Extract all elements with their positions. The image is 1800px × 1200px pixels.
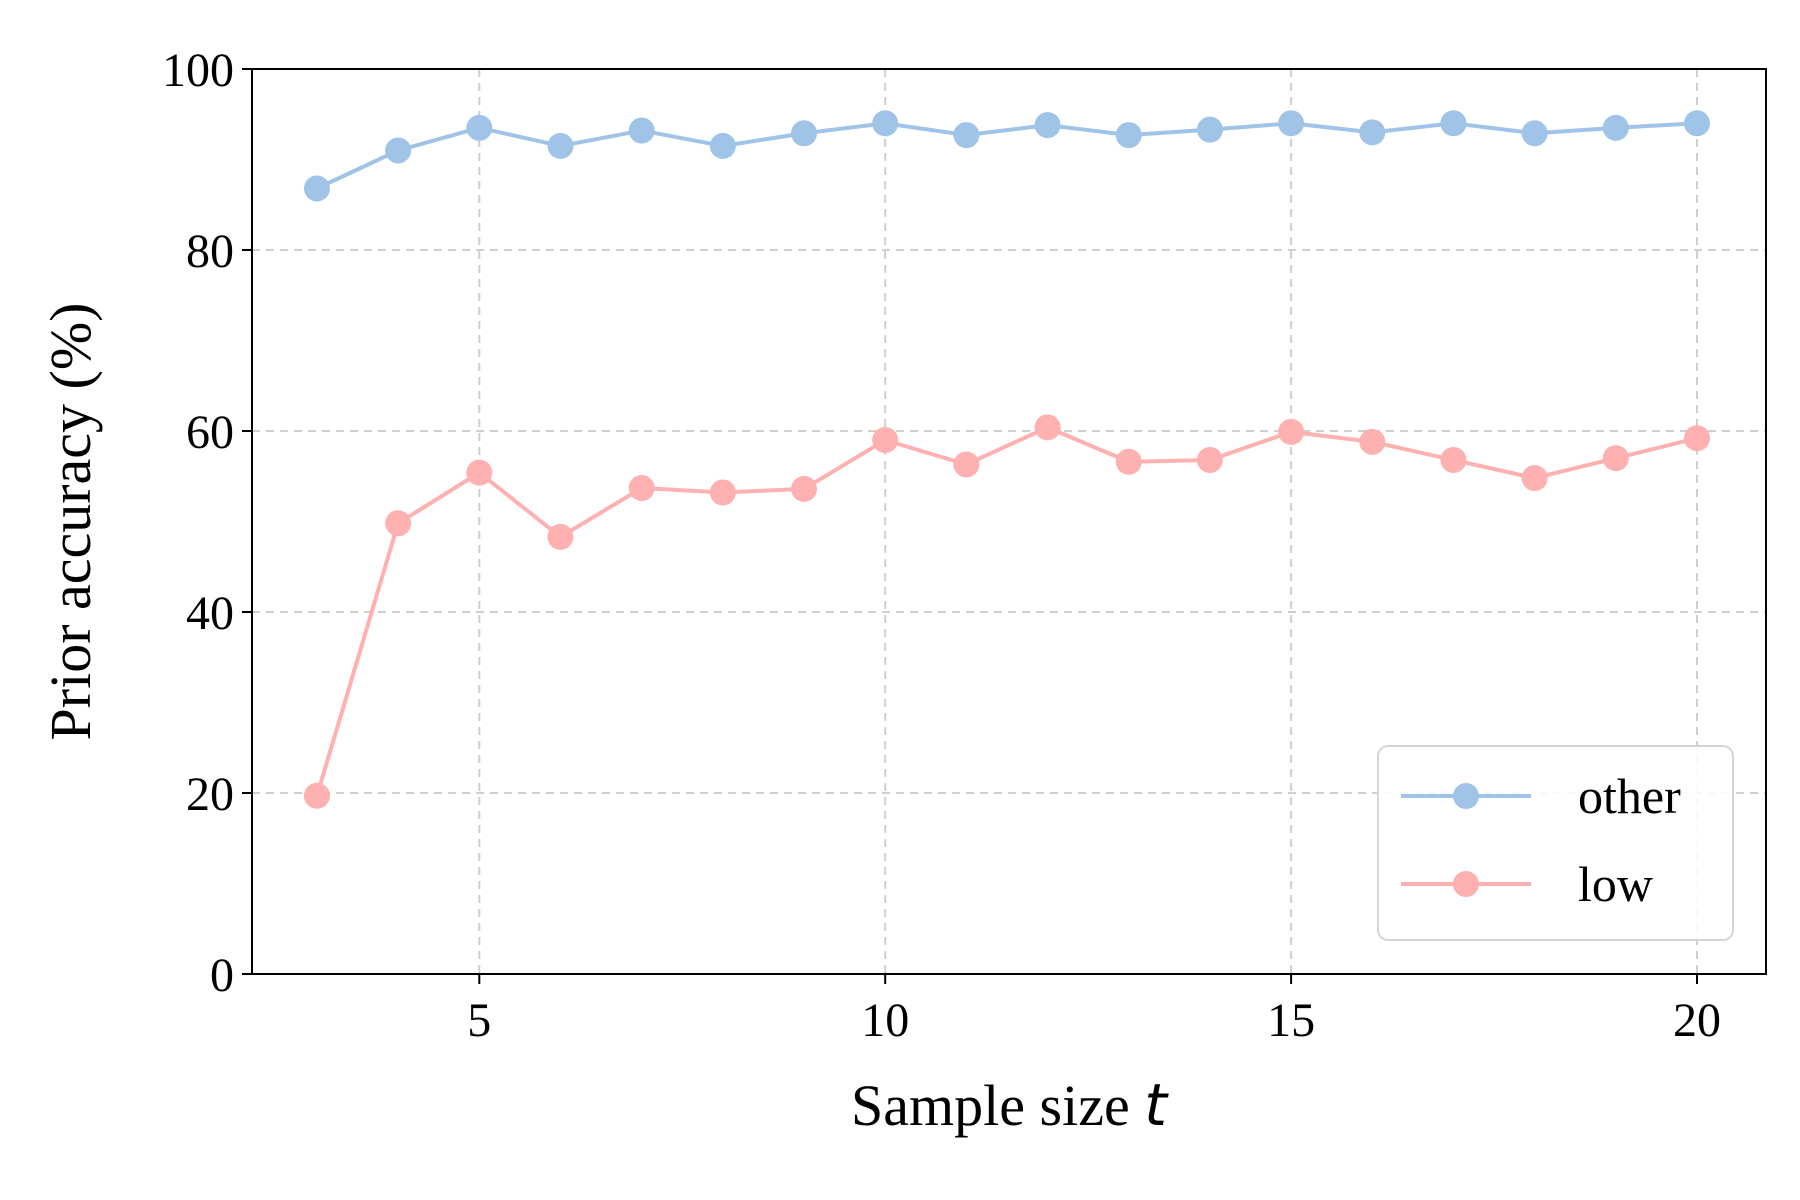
data-point-low (1115, 448, 1142, 475)
data-point-other (1521, 120, 1548, 147)
legend: other low (1377, 745, 1734, 941)
legend-entry-low: low (1401, 856, 1653, 912)
data-point-low (791, 475, 818, 502)
series-line-low (315, 425, 1698, 797)
x-tick-label: 5 (467, 994, 491, 1047)
data-point-low (466, 459, 493, 486)
data-point-low (1359, 428, 1386, 455)
series-line-other (316, 121, 1698, 191)
data-point-other (1196, 116, 1223, 143)
data-point-low (1602, 445, 1629, 472)
x-tick-label: 15 (1267, 994, 1315, 1047)
data-point-other (709, 132, 736, 159)
data-point-low (872, 427, 899, 454)
series-low (303, 414, 1710, 809)
data-point-other (1683, 110, 1710, 137)
series-other (303, 110, 1710, 202)
y-tick-label: 80 (186, 225, 234, 278)
data-point-other (547, 132, 574, 159)
y-tick-label: 100 (162, 44, 234, 97)
data-point-low (953, 451, 980, 478)
x-axis-label-text: Sample size (851, 1073, 1144, 1138)
plot-frame (251, 68, 1767, 975)
data-point-other (1115, 122, 1142, 149)
data-point-low (709, 479, 736, 506)
data-point-low (1278, 418, 1305, 445)
data-point-low (1521, 465, 1548, 492)
legend-label: low (1578, 856, 1653, 912)
legend-label: other (1578, 768, 1681, 824)
x-axis-label-variable: t (1144, 1071, 1169, 1139)
data-point-low (1034, 414, 1061, 441)
data-point-low (1440, 446, 1467, 473)
axes: 5 10 15 20 0 20 40 60 80 100 (162, 44, 1721, 1047)
data-point-low (1196, 446, 1223, 473)
data-point-other (1440, 110, 1467, 137)
data-point-low (628, 475, 655, 502)
data-point-other (1359, 119, 1386, 146)
data-point-other (628, 117, 655, 144)
y-tick-label: 20 (186, 768, 234, 821)
x-tick-label: 10 (861, 994, 909, 1047)
x-tick-label: 20 (1673, 994, 1721, 1047)
legend-marker (1453, 871, 1479, 897)
y-tick-label: 40 (186, 587, 234, 640)
x-axis-label: Sample size t (851, 1071, 1169, 1139)
data-point-other (1602, 114, 1629, 141)
data-point-other (385, 137, 412, 164)
legend-marker (1453, 783, 1479, 809)
y-axis-label: Prior accuracy (%) (38, 303, 103, 741)
data-point-low (303, 782, 330, 809)
y-tick-label: 0 (210, 949, 234, 1002)
data-point-other (303, 175, 330, 202)
data-point-low (547, 523, 574, 550)
data-point-low (385, 510, 412, 537)
series-layer (303, 110, 1710, 809)
legend-entry-other: other (1401, 768, 1681, 824)
data-point-low (1683, 425, 1710, 452)
data-point-other (1278, 110, 1305, 137)
data-point-other (466, 114, 493, 141)
data-point-other (1034, 112, 1061, 139)
data-point-other (953, 122, 980, 149)
y-tick-label: 60 (186, 406, 234, 459)
data-point-other (872, 110, 899, 137)
data-point-other (791, 120, 818, 147)
